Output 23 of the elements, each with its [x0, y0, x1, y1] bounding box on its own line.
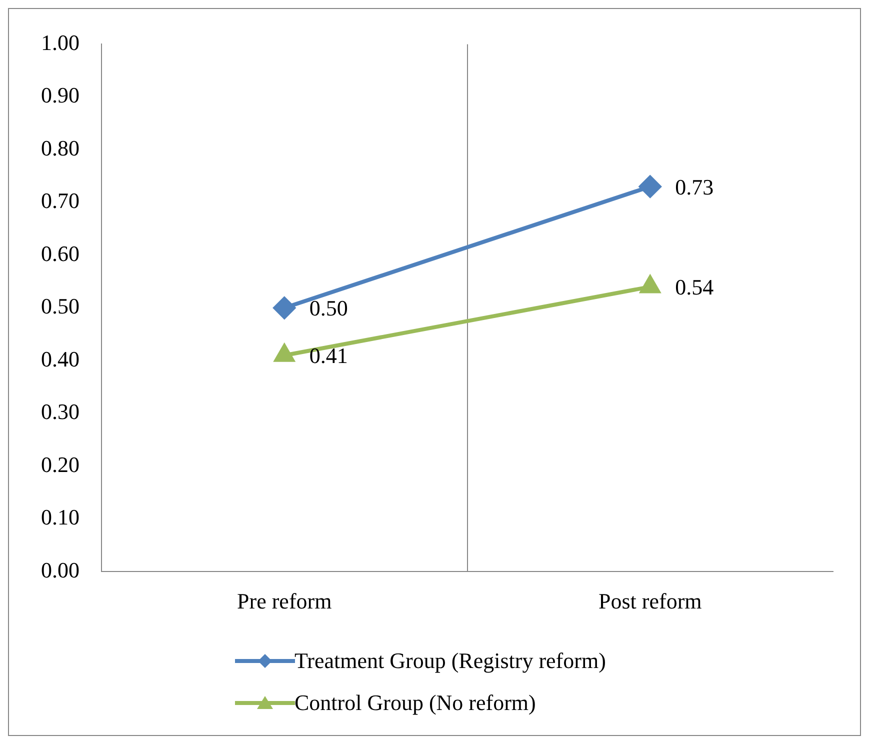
data-label: 0.73	[675, 174, 714, 200]
y-tick-label: 1.00	[41, 30, 80, 55]
y-tick-label: 0.10	[41, 504, 80, 530]
x-tick-label: Pre reform	[237, 588, 332, 614]
y-tick-label: 0.30	[41, 399, 80, 424]
legend-label: Treatment Group (Registry reform)	[294, 648, 606, 674]
y-tick-label: 0.50	[41, 294, 80, 319]
y-tick-label: 0.60	[41, 240, 80, 266]
y-tick-label: 0.00	[41, 557, 80, 582]
point	[640, 276, 660, 294]
point	[274, 344, 294, 362]
x-tick-label: Post reform	[598, 588, 702, 614]
y-tick-label: 0.70	[41, 188, 80, 214]
point	[273, 296, 296, 319]
data-label: 0.54	[675, 274, 714, 300]
y-tick-label: 0.40	[41, 346, 80, 372]
y-tick-label: 0.80	[41, 135, 80, 160]
y-tick-label: 0.20	[41, 452, 80, 477]
y-tick-label: 0.90	[41, 82, 80, 108]
legend-label: Control Group (No reform)	[294, 690, 536, 716]
data-label: 0.50	[309, 296, 348, 321]
point	[639, 176, 662, 198]
data-label: 0.41	[309, 343, 348, 368]
